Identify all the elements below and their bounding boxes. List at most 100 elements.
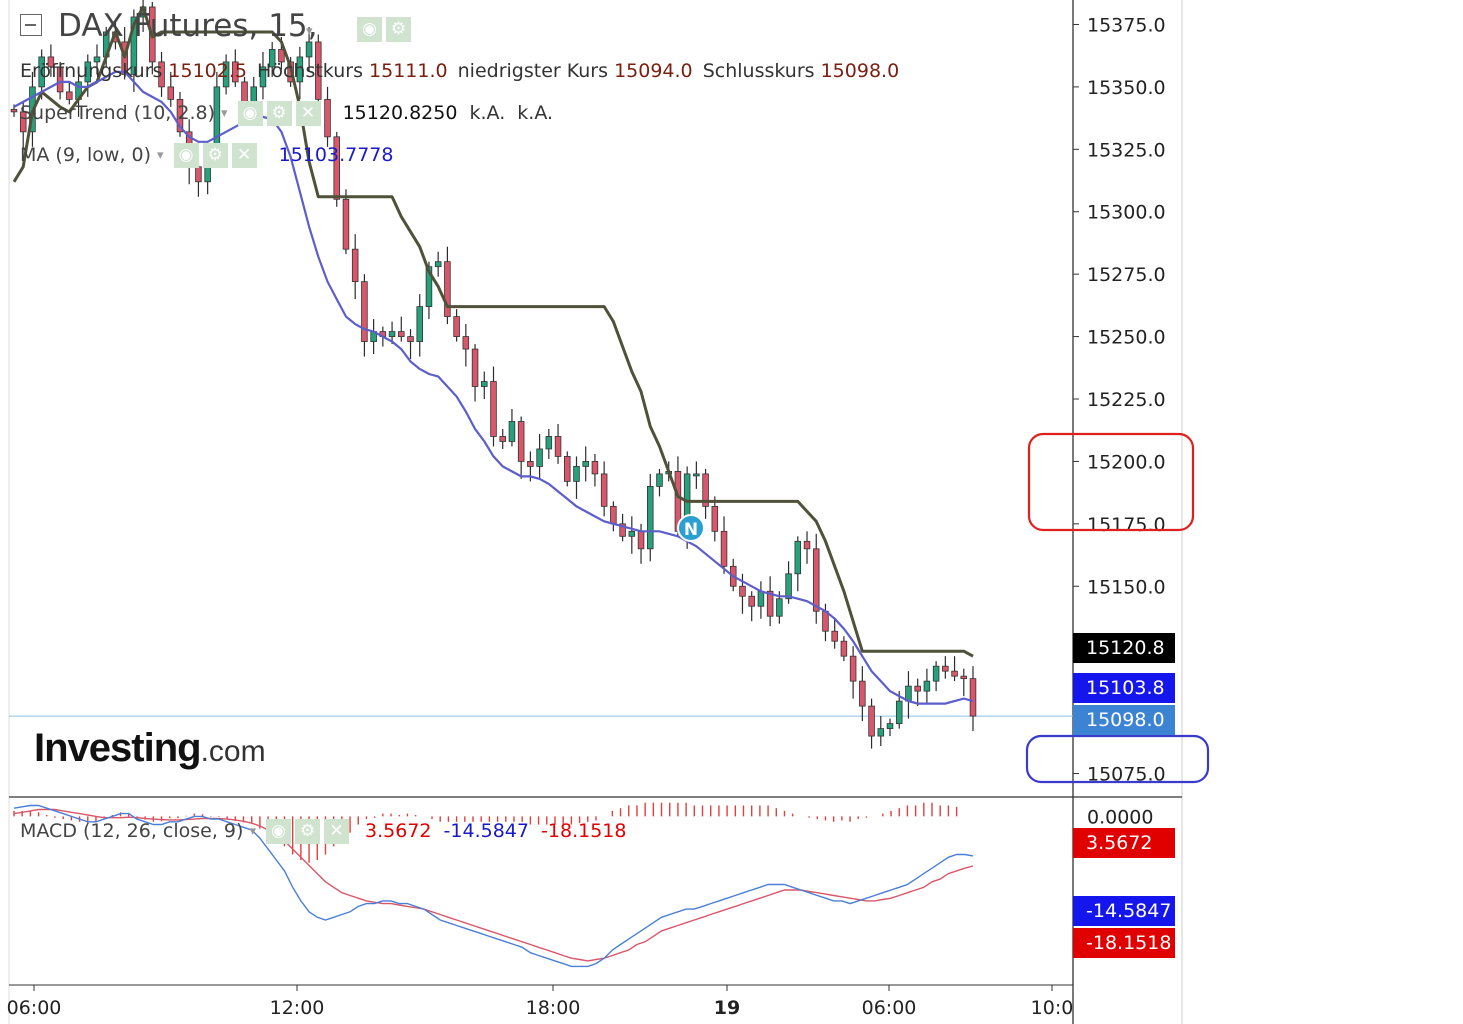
candle-body — [886, 723, 894, 729]
supertrend-name[interactable]: SuperTrend (10, 2.8) — [20, 102, 216, 124]
candle-body — [84, 61, 92, 83]
candle-body — [619, 523, 626, 537]
ma-eye-icon[interactable]: ◉ — [173, 143, 199, 168]
time-tick-label: 06:00 — [7, 997, 62, 1019]
candle-body — [398, 331, 405, 337]
ma-chevron-icon[interactable]: ▾ — [157, 148, 164, 163]
price-tick-label: 15250.0 — [1087, 327, 1166, 349]
candle-body — [803, 540, 811, 550]
candle-body — [554, 436, 562, 457]
ma-close-icon[interactable]: ✕ — [231, 143, 257, 168]
low-label: niedrigster Kurs — [457, 60, 609, 82]
supertrend-value: 15120.8250 — [342, 102, 458, 124]
candle-body — [923, 680, 931, 692]
price-tick-label: 15175.0 — [1087, 514, 1166, 536]
macd-hist-tag: 3.5672 — [1073, 828, 1175, 858]
macd-close-icon[interactable]: ✕ — [323, 819, 349, 844]
candle-body — [951, 670, 958, 677]
candle-body — [130, 16, 138, 75]
candle-body — [794, 540, 802, 575]
macd-hist-value: 3.5672 — [365, 820, 432, 842]
candle-body — [453, 316, 460, 337]
candle-body — [812, 548, 820, 612]
macd-pane[interactable] — [13, 802, 974, 968]
supertrend-chevron-icon[interactable]: ▾ — [221, 106, 228, 121]
time-tick-label: 10:0 — [1031, 997, 1074, 1019]
macd-tick-label: 0.0000 — [1087, 806, 1153, 828]
macd-name[interactable]: MACD (12, 26, close, 9) — [20, 820, 244, 842]
candle-body — [232, 61, 239, 83]
candle-body — [315, 41, 322, 100]
axes: 15075.0 15150.0 15175.0 15200.0 15225.0 15250… — [7, 14, 1166, 1019]
candle-body — [434, 261, 442, 268]
ma-price-tag: 15103.8 — [1073, 673, 1175, 703]
collapse-legend-button[interactable] — [20, 14, 42, 41]
red-annotation-box — [1027, 432, 1195, 532]
supertrend-legend: SuperTrend (10, 2.8) ▾ ◉ ⚙ ✕ 15120.8250 k.A.… — [20, 101, 553, 126]
supertrend-price-tag: 15120.8 — [1073, 633, 1175, 663]
title-dropdown-chevron-icon[interactable]: ▾ — [306, 24, 313, 39]
candle-body — [702, 473, 709, 507]
supertrend-line — [12, 5, 974, 658]
candle-body — [324, 98, 331, 138]
candle-body — [416, 306, 423, 342]
macd-signal-line — [13, 808, 974, 962]
candle-body — [932, 665, 940, 682]
candle-body — [56, 66, 64, 93]
supertrend-gear-icon[interactable]: ⚙ — [266, 101, 292, 126]
candle-body — [877, 728, 885, 737]
supertrend-eye-icon[interactable]: ◉ — [237, 101, 263, 126]
news-marker-icon[interactable] — [677, 514, 705, 542]
candle-body — [333, 136, 340, 200]
visibility-eye-icon[interactable]: ◉ — [357, 17, 382, 42]
candle-body — [536, 448, 543, 467]
macd-value: -14.5847 — [443, 820, 529, 842]
macd-eye-icon[interactable]: ◉ — [265, 819, 291, 844]
macd-chevron-icon[interactable]: ▾ — [249, 824, 256, 839]
macd-line — [13, 804, 974, 968]
macd-gear-icon[interactable]: ⚙ — [294, 819, 320, 844]
macd-tag: -14.5847 — [1073, 896, 1175, 926]
price-tick-label: 15150.0 — [1087, 576, 1166, 598]
candle-body — [47, 56, 55, 68]
close-label: Schlusskurs — [702, 60, 815, 82]
candle-body — [10, 108, 18, 113]
price-tick-label: 15200.0 — [1087, 451, 1166, 473]
blue-annotation-box — [1025, 734, 1210, 784]
settings-gear-icon[interactable]: ⚙ — [386, 17, 411, 42]
candle-body — [545, 436, 553, 450]
time-tick-label: 06:00 — [862, 997, 917, 1019]
price-tick-label: 15225.0 — [1087, 389, 1166, 411]
ma-legend: MA (9, low, 0) ▾ ◉ ⚙ ✕ 15103.7778 — [20, 143, 393, 168]
price-tick-label: 15300.0 — [1087, 202, 1166, 224]
open-label: Eröffnungskurs — [20, 60, 163, 82]
candle-body — [444, 261, 451, 318]
signal-tag: -18.1518 — [1073, 928, 1175, 958]
candle-body — [351, 248, 359, 283]
candle-body — [610, 505, 617, 525]
collapse-icon — [20, 14, 42, 36]
high-label: Höchstkurs — [257, 60, 363, 82]
candle-body — [960, 675, 968, 680]
candle-body — [637, 530, 645, 550]
candle-body — [19, 111, 27, 133]
candle-body — [93, 56, 101, 63]
candle-body — [693, 473, 700, 477]
candle-body — [564, 456, 571, 482]
supertrend-close-icon[interactable]: ✕ — [295, 101, 321, 126]
candle-body — [720, 530, 728, 567]
ma-name[interactable]: MA (9, low, 0) — [20, 144, 152, 166]
price-tick-label: 15375.0 — [1087, 14, 1166, 36]
candle-body — [748, 595, 755, 607]
candle-body — [757, 590, 765, 607]
candle-body — [38, 56, 45, 88]
ma-gear-icon[interactable]: ⚙ — [202, 143, 228, 168]
ma-line — [13, 70, 974, 705]
candle-body — [259, 66, 267, 88]
candle-body — [591, 461, 599, 475]
symbol-title[interactable]: DAX Futures, 15, — [58, 8, 318, 44]
candle-body — [647, 485, 654, 550]
price-pane[interactable] — [9, 0, 1073, 749]
candle-body — [840, 640, 848, 657]
